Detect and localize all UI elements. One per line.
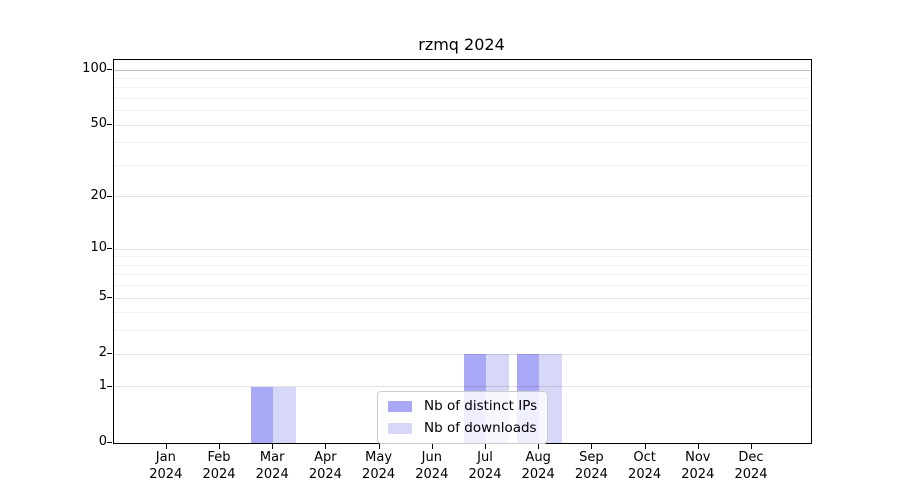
x-tick-year: 2024 — [574, 467, 608, 482]
x-tick-year: 2024 — [468, 467, 502, 482]
y-tick-label: 50 — [90, 116, 107, 132]
x-tick-label: Feb 2024 — [189, 449, 249, 483]
x-tick-label: Jan 2024 — [136, 449, 196, 483]
legend-swatch — [388, 422, 412, 434]
x-tick-month: Apr — [314, 450, 337, 465]
x-tick-mark — [272, 444, 274, 449]
y-tick-mark — [107, 124, 112, 126]
bar-downloads — [273, 386, 296, 443]
x-tick-mark — [538, 444, 540, 449]
y-tick-label: 0 — [98, 434, 107, 449]
x-tick-label: Jun 2024 — [402, 449, 462, 483]
grid-line-minor — [114, 256, 811, 258]
x-tick-mark — [378, 444, 380, 449]
legend-item: Nb of downloads — [388, 420, 537, 436]
grid-line-major — [114, 353, 811, 355]
grid-line-minor — [114, 285, 811, 287]
x-tick-mark — [644, 444, 646, 449]
y-tick-label: 5 — [98, 289, 107, 305]
grid-line-minor — [114, 77, 811, 79]
x-tick-mark — [751, 444, 752, 449]
bar-distinct-ips — [250, 386, 274, 443]
x-tick-label: Nov 2024 — [668, 449, 728, 483]
x-tick-label: Mar 2024 — [242, 449, 302, 483]
y-tick-mark — [107, 248, 112, 250]
grid-line-minor — [114, 312, 811, 314]
x-tick-month: Nov — [685, 450, 711, 465]
legend-item: Nb of distinct IPs — [388, 398, 537, 414]
x-tick-mark — [697, 444, 699, 449]
x-tick-month: Jan — [155, 450, 176, 465]
y-tick-mark — [107, 195, 112, 197]
grid-line-minor — [114, 142, 811, 144]
y-tick-mark — [107, 385, 112, 387]
grid-line-minor — [114, 87, 811, 89]
x-tick-year: 2024 — [415, 467, 449, 482]
x-tick-year: 2024 — [308, 467, 342, 482]
grid-line-major — [114, 196, 811, 198]
y-tick-mark — [107, 297, 112, 299]
plot-area: Nb of distinct IPs Nb of downloads — [113, 59, 812, 444]
y-tick-label: 20 — [90, 187, 107, 203]
grid-line-major — [114, 297, 811, 299]
legend-label: Nb of distinct IPs — [424, 398, 538, 414]
x-tick-month: Oct — [633, 450, 656, 465]
grid-line-major — [114, 386, 811, 388]
y-tick-label: 2 — [98, 345, 107, 361]
grid-line-major — [114, 248, 811, 250]
x-tick-label: Oct 2024 — [615, 449, 675, 483]
grid-line-minor — [114, 264, 811, 266]
x-tick-month: Mar — [259, 450, 285, 465]
x-tick-year: 2024 — [362, 467, 396, 482]
chart-title: rzmq 2024 — [418, 35, 505, 54]
x-tick-year: 2024 — [255, 467, 289, 482]
x-tick-month: Dec — [738, 450, 764, 465]
legend-swatch — [388, 400, 412, 412]
x-tick-label: Aug 2024 — [508, 449, 568, 483]
x-tick-mark — [591, 444, 593, 449]
x-tick-label: Jul 2024 — [455, 449, 515, 483]
x-tick-year: 2024 — [521, 467, 555, 482]
x-tick-label: Apr 2024 — [295, 449, 355, 483]
y-tick-mark — [107, 442, 112, 443]
x-tick-month: Jul — [477, 450, 493, 465]
x-tick-year: 2024 — [202, 467, 236, 482]
x-tick-month: Jun — [421, 450, 442, 465]
grid-layer — [114, 60, 811, 443]
grid-line-minor — [114, 164, 811, 166]
y-tick-mark — [107, 353, 112, 355]
x-tick-label: May 2024 — [349, 449, 409, 483]
x-tick-mark — [219, 444, 220, 449]
y-tick-mark — [107, 69, 112, 70]
grid-line-minor — [114, 330, 811, 332]
x-tick-mark — [165, 444, 167, 449]
x-tick-label: Sep 2024 — [561, 449, 621, 483]
grid-line-minor — [114, 274, 811, 276]
x-tick-year: 2024 — [681, 467, 715, 482]
grid-line-minor — [114, 110, 811, 112]
x-tick-month: May — [365, 450, 393, 465]
y-tick-label: 100 — [82, 61, 107, 76]
x-tick-month: Aug — [525, 450, 551, 465]
x-tick-year: 2024 — [628, 467, 662, 482]
grid-line-major — [114, 124, 811, 126]
x-tick-mark — [485, 444, 486, 449]
grid-line-major — [114, 69, 811, 71]
x-tick-mark — [431, 444, 433, 449]
x-tick-month: Feb — [207, 450, 231, 465]
x-tick-label: Dec 2024 — [721, 449, 781, 483]
legend-label: Nb of downloads — [424, 420, 537, 436]
x-tick-mark — [325, 444, 327, 449]
x-tick-month: Sep — [579, 450, 604, 465]
y-tick-label: 10 — [90, 240, 107, 256]
grid-line-minor — [114, 97, 811, 99]
legend: Nb of distinct IPs Nb of downloads — [377, 391, 549, 444]
x-tick-year: 2024 — [734, 467, 768, 482]
x-tick-year: 2024 — [149, 467, 183, 482]
y-tick-label: 1 — [98, 377, 107, 393]
